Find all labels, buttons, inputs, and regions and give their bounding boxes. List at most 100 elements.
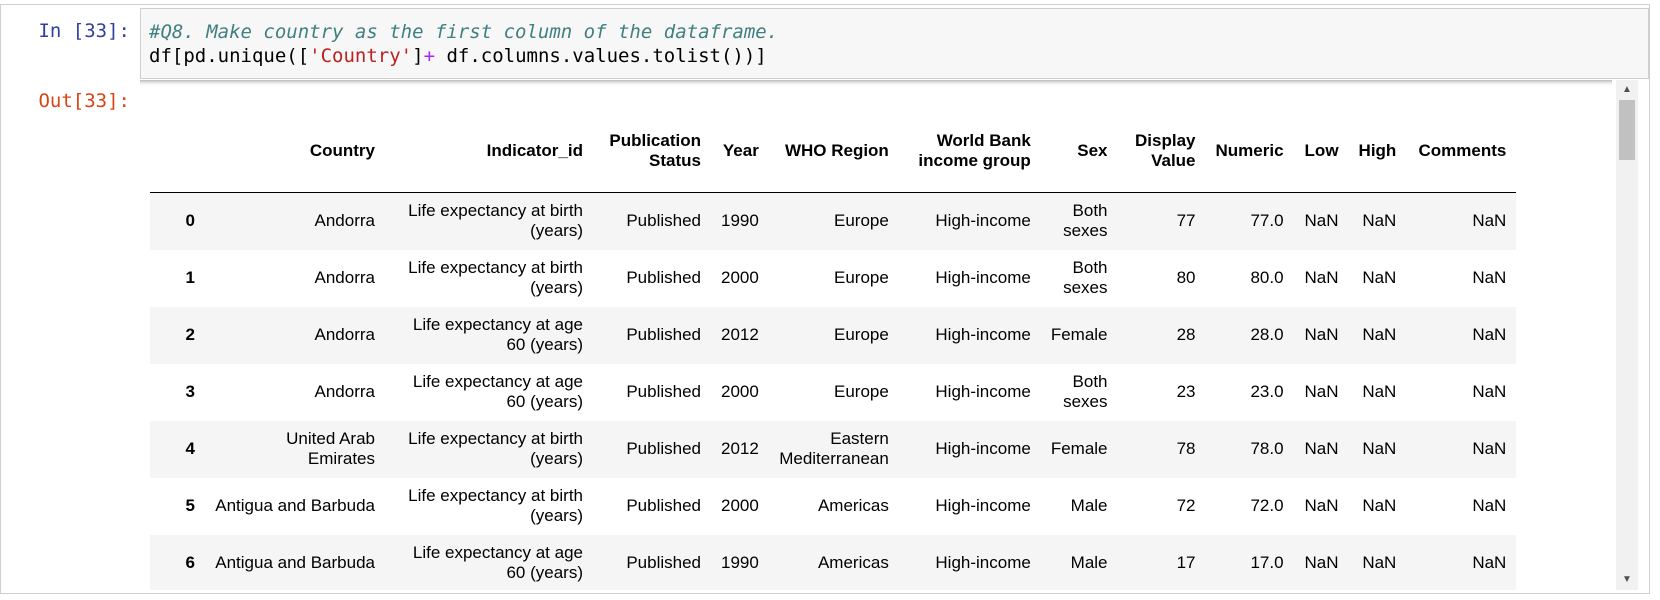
cell-comments: NaN <box>1472 325 1507 344</box>
header-sex: Sex <box>1040 110 1118 193</box>
cell-who-region: Europe <box>834 382 889 401</box>
dataframe-table: Country Indicator_id Publication Status … <box>150 110 1517 590</box>
cell-indicator-id: Life expectancy at birth (years) <box>408 258 583 297</box>
cell-income-group: High-income <box>935 268 1031 287</box>
cell-indicator-id: Life expectancy at age 60 (years) <box>412 543 583 582</box>
cell-year: 1990 <box>721 211 759 231</box>
cell-display-value: 23 <box>1176 382 1196 401</box>
cell-display-value: 78 <box>1176 439 1196 458</box>
cell-high: NaN <box>1362 382 1397 401</box>
cell-comments: NaN <box>1472 439 1507 458</box>
row-index: 3 <box>185 382 195 401</box>
cell-high: NaN <box>1362 325 1397 344</box>
cell-numeric: 23.0 <box>1250 382 1284 401</box>
cell-sex: Male <box>1070 553 1108 572</box>
header-low: Low <box>1293 110 1349 193</box>
header-country: Country <box>205 110 385 193</box>
code-editor[interactable]: #Q8. Make country as the first column of… <box>140 8 1649 79</box>
header-year: Year <box>711 110 769 193</box>
cell-sex: Both sexes <box>1063 372 1108 411</box>
cell-indicator-id: Life expectancy at birth (years) <box>408 201 583 241</box>
cell-year: 2012 <box>721 439 759 458</box>
cell-display-value: 28 <box>1176 325 1196 344</box>
cell-publication-status: Published <box>626 325 701 344</box>
code-string: 'Country' <box>309 45 413 67</box>
triangle-up-icon[interactable]: ▲ <box>1622 84 1632 95</box>
cell-income-group: High-income <box>935 325 1031 344</box>
cell-display-value: 72 <box>1176 496 1196 515</box>
cell-who-region: Eastern Mediterranean <box>779 429 889 468</box>
header-who-region: WHO Region <box>768 110 899 193</box>
cell-publication-status: Published <box>626 268 701 287</box>
cell-publication-status: Published <box>626 439 701 458</box>
header-high: High <box>1348 110 1407 193</box>
header-indicator-id: Indicator_id <box>385 110 593 193</box>
cell-display-value: 17 <box>1176 553 1196 572</box>
code-line-2: df[pd.unique(['Country']+ df.columns.val… <box>149 45 767 67</box>
cell-comments: NaN <box>1472 382 1507 401</box>
triangle-down-icon[interactable]: ▼ <box>1622 574 1632 585</box>
row-index: 4 <box>185 439 195 458</box>
cell-sex: Female <box>1050 439 1108 458</box>
cell-high: NaN <box>1362 496 1397 515</box>
cell-low: NaN <box>1304 553 1339 572</box>
table-row: 1 Andorra Life expectancy at birth (year… <box>150 250 1516 307</box>
output-scrollbar[interactable]: ▲ ▼ <box>1616 80 1638 590</box>
cell-high: NaN <box>1362 439 1397 458</box>
header-income-group: World Bank income group <box>898 110 1041 193</box>
row-index: 2 <box>185 325 195 344</box>
header-numeric: Numeric <box>1205 110 1294 193</box>
cell-country: United Arab Emirates <box>286 429 375 468</box>
cell-numeric: 78.0 <box>1250 439 1284 458</box>
cell-low: NaN <box>1304 382 1339 401</box>
cell-indicator-id: Life expectancy at birth (years) <box>408 429 583 468</box>
cell-low: NaN <box>1304 211 1339 231</box>
cell-numeric: 17.0 <box>1250 553 1284 572</box>
row-index: 5 <box>185 496 195 515</box>
output-area[interactable]: Country Indicator_id Publication Status … <box>140 80 1612 590</box>
cell-country: Andorra <box>314 211 375 231</box>
cell-publication-status: Published <box>626 496 701 515</box>
cell-income-group: High-income <box>935 553 1031 572</box>
cell-comments: NaN <box>1472 268 1507 287</box>
code-comment: #Q8. Make country as the first column of… <box>149 21 779 43</box>
cell-numeric: 28.0 <box>1250 325 1284 344</box>
cell-high: NaN <box>1362 553 1397 572</box>
cell-comments: NaN <box>1472 496 1507 515</box>
table-row: 2 Andorra Life expectancy at age 60 (yea… <box>150 306 1517 364</box>
cell-year: 1990 <box>721 553 759 572</box>
cell-numeric: 80.0 <box>1250 268 1284 287</box>
header-display-value: Display Value <box>1117 110 1206 193</box>
output-prompt: Out[33]: <box>38 90 130 112</box>
cell-income-group: High-income <box>935 496 1031 515</box>
cell-who-region: Americas <box>817 496 889 515</box>
header-comments: Comments <box>1406 110 1517 193</box>
table-row: 5 Antigua and Barbuda Life expectancy at… <box>150 478 1516 535</box>
table-header-row: Country Indicator_id Publication Status … <box>150 110 1517 193</box>
header-index <box>150 110 205 193</box>
cell-indicator-id: Life expectancy at age 60 (years) <box>412 315 583 354</box>
table-row: 0 Andorra Life expectancy at birth (year… <box>150 192 1517 250</box>
scroll-thumb[interactable] <box>1619 100 1635 160</box>
cell-sex: Both sexes <box>1063 201 1108 241</box>
cell-comments: NaN <box>1472 553 1507 572</box>
cell-country: Andorra <box>314 325 375 344</box>
notebook-cell[interactable] <box>0 4 1650 594</box>
cell-income-group: High-income <box>935 211 1031 231</box>
cell-display-value: 77 <box>1176 211 1196 231</box>
cell-sex: Female <box>1050 325 1108 344</box>
cell-country: Andorra <box>314 268 375 287</box>
cell-sex: Male <box>1070 496 1108 515</box>
row-index: 0 <box>185 211 195 231</box>
cell-who-region: Europe <box>834 325 889 344</box>
cell-year: 2000 <box>721 382 759 401</box>
cell-income-group: High-income <box>935 439 1031 458</box>
table-row: 4 United Arab Emirates Life expectancy a… <box>150 420 1517 478</box>
cell-numeric: 72.0 <box>1250 496 1284 515</box>
cell-indicator-id: Life expectancy at age 60 (years) <box>412 372 583 411</box>
cell-sex: Both sexes <box>1063 258 1108 297</box>
cell-numeric: 77.0 <box>1250 211 1284 231</box>
table-row: 3 Andorra Life expectancy at age 60 (yea… <box>150 364 1516 421</box>
cell-year: 2000 <box>721 496 759 515</box>
cell-low: NaN <box>1304 268 1339 287</box>
